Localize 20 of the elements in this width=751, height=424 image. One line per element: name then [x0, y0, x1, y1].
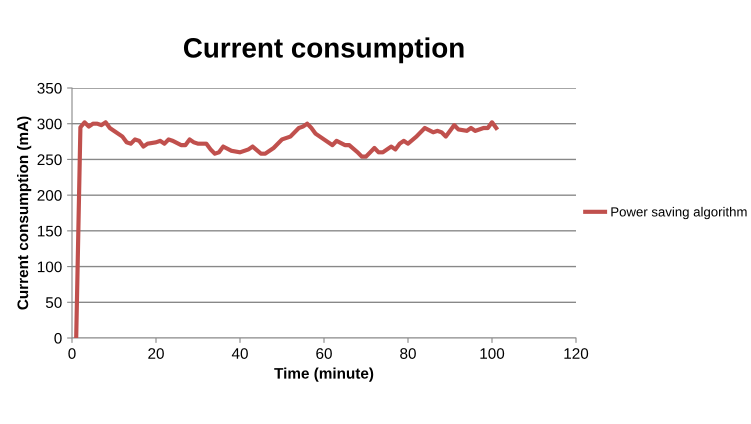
y-tick-label: 200 [38, 190, 62, 201]
x-tick-label: 100 [480, 348, 504, 359]
y-axis-title: Current consumption (mA) [16, 116, 32, 310]
x-tick-label: 120 [564, 348, 588, 359]
y-tick-label: 100 [38, 261, 62, 272]
x-tick-label: 60 [316, 348, 332, 359]
x-tick-label: 0 [68, 348, 76, 359]
x-axis-title: Time (minute) [274, 368, 374, 382]
y-tick-label: 250 [38, 154, 62, 166]
x-tick-label: 20 [148, 348, 164, 359]
chart-title: Current consumption [184, 37, 464, 64]
y-tick-label: 300 [37, 118, 62, 130]
y-tick-label: 50 [46, 297, 62, 308]
y-tick-label: 150 [38, 226, 62, 237]
legend-label: Power saving algorithm [611, 206, 747, 220]
line-series [74, 120, 498, 338]
x-tick-label: 80 [400, 348, 416, 359]
y-tick-label: 0 [54, 332, 62, 344]
x-tick-label: 40 [232, 348, 248, 359]
y-tick-label: 350 [37, 82, 62, 94]
